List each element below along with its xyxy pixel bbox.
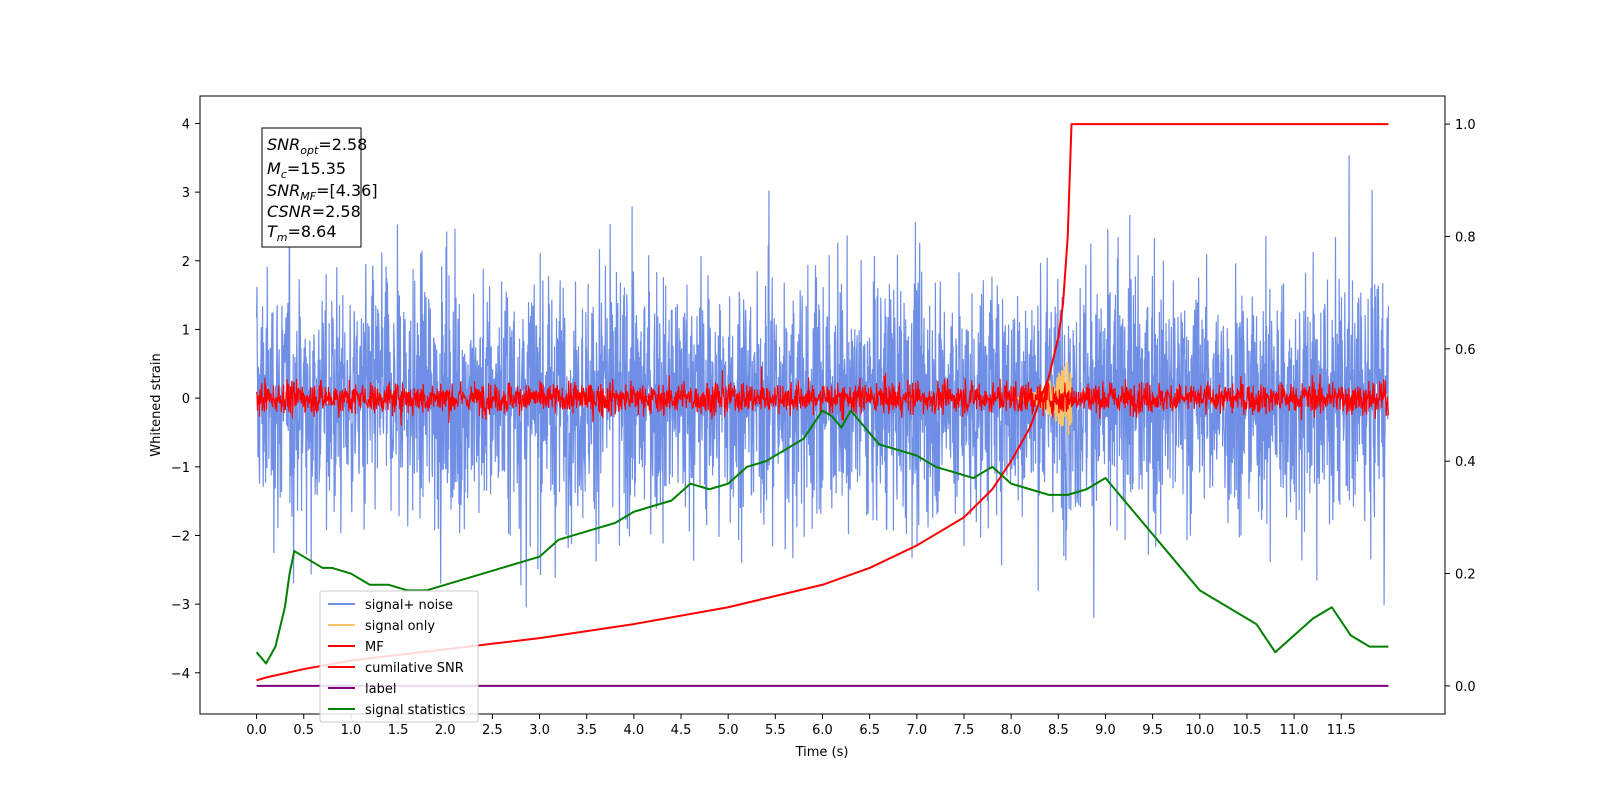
- x-tick-label: 7.5: [954, 723, 975, 738]
- x-tick-label: 1.0: [341, 723, 362, 738]
- x-axis-label: Time (s): [795, 745, 849, 760]
- y-tick-label-left: 0: [182, 392, 190, 407]
- x-tick-label: 9.5: [1142, 723, 1163, 738]
- y-tick-label-left: −3: [171, 598, 190, 613]
- x-tick-label: 7.0: [906, 723, 927, 738]
- x-tick-label: 11.5: [1327, 723, 1356, 738]
- series-signal-noise: [255, 154, 1390, 619]
- x-tick-label: 8.5: [1048, 723, 1069, 738]
- x-tick-label: 2.5: [482, 723, 503, 738]
- y-tick-label-right: 0.2: [1455, 568, 1476, 583]
- y-axis-right: 1.0 0.8 0.6 0.4 0.2 0.0: [1445, 118, 1476, 695]
- legend-entry-cumilative-snr: cumilative SNR: [328, 661, 464, 676]
- legend-label: cumilative SNR: [365, 661, 464, 676]
- legend-entry-mf: MF: [328, 640, 384, 655]
- x-tick-label: 4.5: [671, 723, 692, 738]
- y-tick-label-left: −1: [171, 461, 190, 476]
- x-tick-label: 4.0: [624, 723, 645, 738]
- x-tick-label: 0.0: [246, 723, 267, 738]
- x-tick-label: 2.0: [435, 723, 456, 738]
- x-tick-label: 6.0: [812, 723, 833, 738]
- x-tick-label: 5.0: [718, 723, 739, 738]
- annotation-tm: Tm=8.64: [267, 222, 337, 244]
- x-tick-label: 10.5: [1232, 723, 1261, 738]
- x-tick-label: 5.5: [765, 723, 786, 738]
- legend-label: signal statistics: [365, 703, 466, 718]
- annotation-snr-mf: SNRMF=[4.36]: [267, 181, 378, 203]
- x-tick-label: 0.5: [293, 723, 314, 738]
- x-axis: 0.0 0.5 1.0 1.5 2.0 2.5 3.0 3.5 4.0 4.5 5.0 5.5 6.0 6…: [246, 714, 1356, 738]
- y-axis-label: Whitened strain: [149, 353, 164, 456]
- x-tick-label: 1.5: [388, 723, 409, 738]
- legend-entry-signal-only: signal only: [328, 619, 435, 634]
- annotation-mc: Mc=15.35: [267, 159, 346, 181]
- y-tick-label-left: −4: [171, 667, 190, 682]
- y-tick-label-right: 0.0: [1455, 680, 1476, 695]
- legend-label: signal only: [365, 619, 435, 634]
- x-tick-label: 10.0: [1185, 723, 1214, 738]
- series-signal-statistics: [255, 409, 1389, 665]
- x-tick-label: 11.0: [1280, 723, 1309, 738]
- series-mf: [255, 366, 1390, 426]
- legend-entry-signal-noise: signal+ noise: [328, 598, 453, 613]
- legend-label: MF: [365, 640, 384, 655]
- legend-label: signal+ noise: [365, 598, 453, 613]
- y-tick-label-left: −2: [171, 529, 190, 544]
- legend-entry-label: label: [328, 682, 396, 697]
- y-tick-label-left: 3: [182, 186, 190, 201]
- y-tick-label-right: 0.4: [1455, 455, 1476, 470]
- y-tick-label-right: 1.0: [1455, 118, 1476, 133]
- legend-entry-signal-statistics: signal statistics: [328, 703, 466, 718]
- y-axis-left: 4 3 2 1 0 −1 −2 −3 −4: [171, 117, 200, 682]
- x-tick-label: 8.0: [1001, 723, 1022, 738]
- legend: signal+ noise signal only MF cumilative …: [319, 590, 479, 723]
- legend-label: label: [365, 682, 396, 697]
- x-tick-label: 3.0: [529, 723, 550, 738]
- annotation-snr-opt: SNRopt=2.58: [267, 135, 367, 157]
- y-tick-label-right: 0.8: [1455, 230, 1476, 245]
- y-tick-label-left: 4: [182, 117, 190, 132]
- x-tick-label: 9.0: [1095, 723, 1116, 738]
- y-tick-label-left: 1: [182, 323, 190, 338]
- x-tick-label: 6.5: [859, 723, 880, 738]
- y-tick-label-right: 0.6: [1455, 343, 1476, 358]
- annotation-box: SNRopt=2.58 Mc=15.35 SNRMF=[4.36] CSNR=2…: [261, 127, 378, 248]
- y-tick-label-left: 2: [182, 255, 190, 270]
- annotation-csnr: CSNR=2.58: [267, 202, 361, 221]
- x-tick-label: 3.5: [576, 723, 597, 738]
